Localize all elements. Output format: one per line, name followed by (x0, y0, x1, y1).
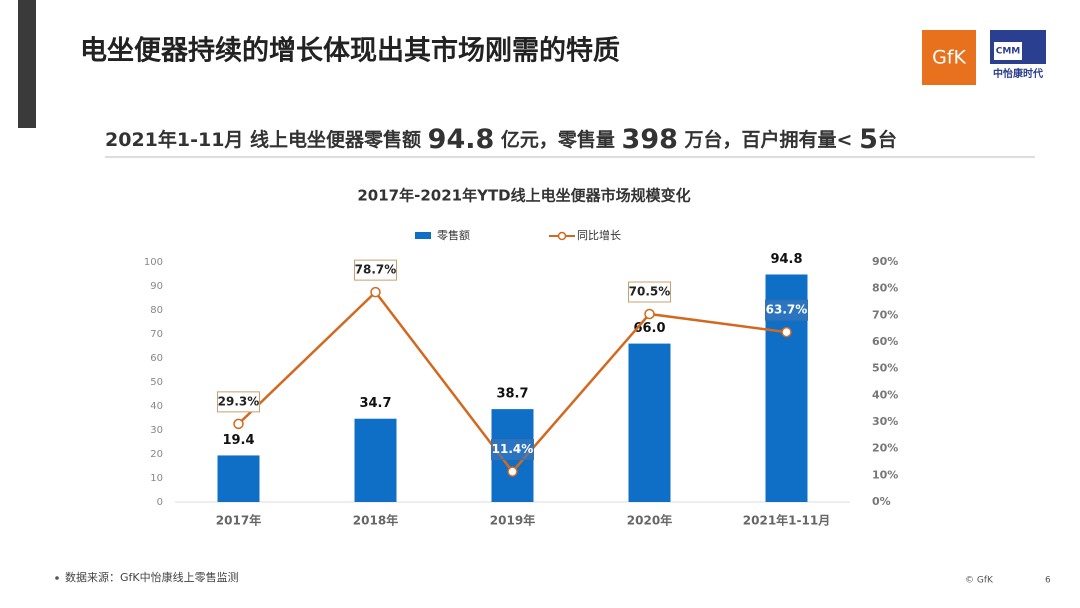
y2-tick-label: 70% (872, 308, 898, 321)
gfk-logo-text: GfK (932, 47, 966, 69)
y-tick-label: 100 (144, 257, 163, 268)
line-value-label: 78.7% (355, 263, 397, 277)
y2-tick-label: 90% (872, 255, 898, 268)
line-point (507, 466, 518, 477)
headline: 2021年1-11月 线上电坐便器零售额 94.8 亿元，零售量 398 万台，… (105, 124, 897, 155)
cmm-name: 中怡康时代 (993, 67, 1043, 80)
y-tick-label: 10 (150, 473, 163, 484)
y-tick-label: 20 (150, 449, 163, 460)
bar-value-label: 19.4 (222, 433, 254, 448)
legend-label: 零售额 (437, 228, 470, 242)
y-tick-label: 90 (150, 281, 163, 292)
y-tick-label: 40 (150, 401, 163, 412)
y2-tick-label: 0% (872, 495, 891, 508)
line-label-box (217, 391, 260, 413)
line-point (644, 308, 655, 320)
line-label-box (765, 299, 808, 321)
page-number: 6 (1045, 576, 1051, 586)
headline-text: 台 (878, 128, 897, 151)
legend-swatch (415, 232, 431, 239)
x-tick-label: 2019年 (490, 513, 535, 528)
source-note: 数据来源：GfK中怡康线上零售监测 (65, 570, 239, 584)
line-value-label: 11.4% (492, 442, 534, 456)
y2-tick-label: 30% (872, 415, 898, 428)
y-tick-label: 70 (150, 329, 163, 340)
y2-tick-label: 10% (872, 468, 898, 481)
line-label-box (628, 281, 671, 303)
bar (217, 455, 260, 502)
headline-text: 2021年1-11月 线上电坐便器零售额 (105, 128, 428, 151)
headline-text: 万台，百户拥有量< (678, 128, 859, 151)
slide-title: 电坐便器持续的增长体现出其市场刚需的特质 (80, 35, 620, 67)
y2-tick-label: 60% (872, 335, 898, 348)
line-point (781, 326, 792, 338)
accent-bar (18, 0, 36, 128)
line-point (233, 418, 244, 430)
line-value-label: 63.7% (766, 303, 808, 317)
y-tick-label: 50 (150, 377, 163, 388)
bar-value-label: 38.7 (496, 387, 528, 402)
legend-label: 同比增长 (577, 228, 621, 242)
headline-text: 亿元，零售量 (494, 128, 621, 151)
y-tick-label: 60 (150, 353, 163, 364)
x-tick-label: 2017年 (216, 513, 261, 528)
headline-number: 5 (859, 124, 878, 155)
y2-tick-label: 40% (872, 388, 898, 401)
y-tick-label: 0 (157, 497, 163, 508)
line-point (370, 286, 381, 298)
headline-number: 398 (622, 124, 678, 155)
headline-number: 94.8 (428, 124, 495, 155)
line-value-label: 29.3% (218, 394, 260, 408)
y2-tick-label: 80% (872, 282, 898, 295)
x-tick-label: 2021年1-11月 (743, 513, 830, 528)
bar (628, 343, 671, 502)
bar (354, 418, 397, 502)
line-label-box (491, 439, 534, 461)
bar-value-label: 94.8 (770, 252, 802, 267)
cmm-logo-text: CMM (996, 47, 1021, 57)
x-tick-label: 2020年 (627, 513, 672, 528)
y2-tick-label: 50% (872, 362, 898, 375)
legend-marker (557, 231, 567, 241)
bullet (55, 576, 59, 580)
y-tick-label: 80 (150, 305, 163, 316)
bar-value-label: 34.7 (359, 396, 391, 411)
line-value-label: 70.5% (629, 285, 671, 299)
y-tick-label: 30 (150, 425, 163, 436)
line-label-box (354, 259, 397, 281)
chart-title: 2017年-2021年YTD线上电坐便器市场规模变化 (357, 187, 690, 205)
copyright: © GfK (965, 576, 994, 586)
y2-tick-label: 20% (872, 442, 898, 455)
cmm-logo-box (994, 42, 1022, 60)
gfk-logo (922, 30, 976, 85)
x-tick-label: 2018年 (353, 513, 398, 528)
